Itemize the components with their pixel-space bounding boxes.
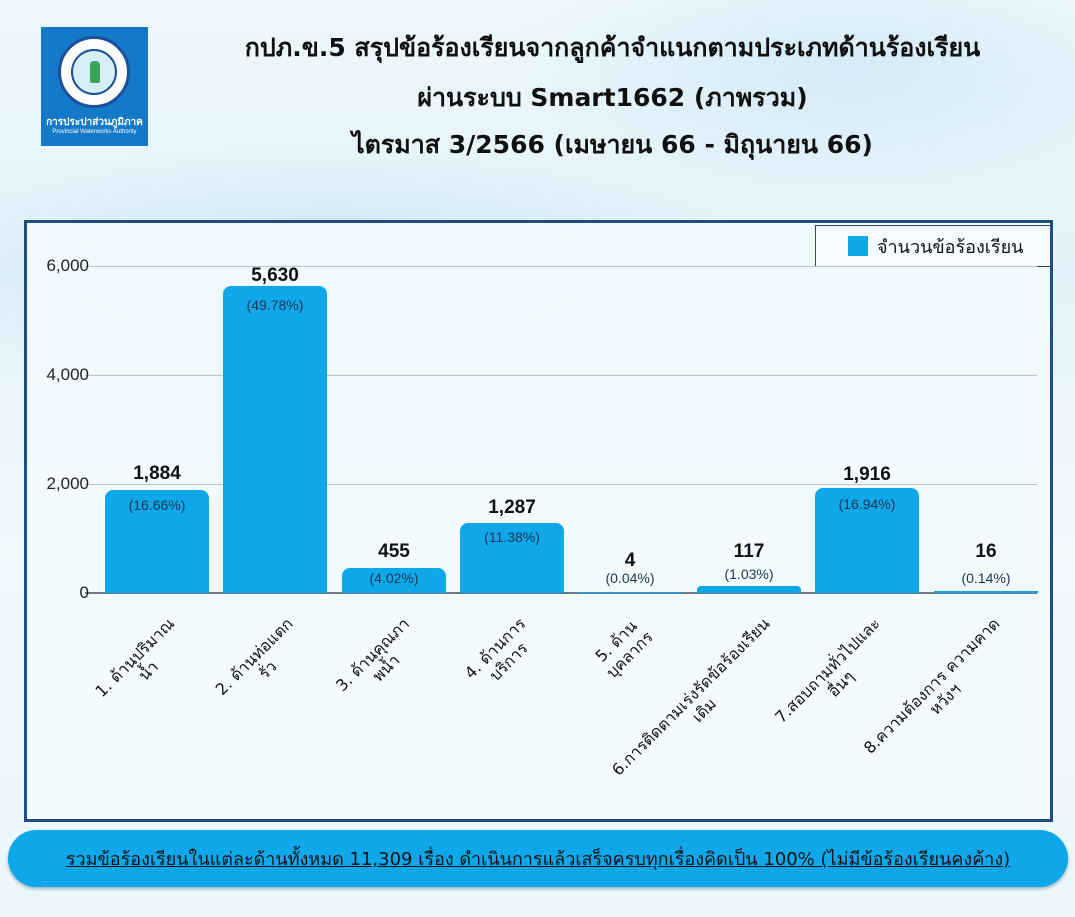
bar-8 [934,591,1038,593]
bar-6 [697,586,801,593]
y-tick: 4,000 [46,365,89,384]
bar-3 [342,568,446,593]
bar-value-label: 1,916 [843,464,891,485]
bar-1 [105,490,209,593]
bar-4 [460,523,564,593]
bar-7 [815,488,919,593]
bar-2 [223,286,327,593]
chart-title-line-2: ผ่านระบบ Smart1662 (ภาพรวม) [417,83,808,112]
bar-value-label: 16 [975,541,997,562]
chart-legend: จำนวนข้อร้องเรียน [815,225,1051,267]
chart-title-line-1: กปภ.ข.5 สรุปข้อร้องเรียนจากลูกค้าจำแนกตา… [244,33,981,62]
pwa-logo: การประปาส่วนภูมิภาค Provincial Waterwork… [41,27,148,146]
bar-value-label: 5,630 [251,265,299,286]
bar-percent-label: (16.66%) [128,497,186,513]
gridline-4000 [85,375,1037,376]
logo-name-thai: การประปาส่วนภูมิภาค [46,117,143,128]
summary-text: รวมข้อร้องเรียนในแต่ละด้านทั้งหมด 11,309… [65,849,1011,870]
logo-name-english: Provincial Waterworks Authority [52,129,137,135]
y-tick: 6,000 [46,256,89,275]
bar-percent-label: (4.02%) [369,570,419,586]
pwa-seal-icon [58,36,130,108]
bar-percent-label: (0.14%) [961,570,1011,586]
bar-value-label: 1,287 [488,497,536,518]
x-axis-line [85,592,1037,594]
bar-value-label: 455 [378,541,410,562]
gridline-2000 [85,484,1037,485]
bar-percent-label: (16.94%) [838,496,896,512]
bar-percent-label: (49.78%) [246,297,304,313]
bar-value-label: 1,884 [133,463,181,484]
y-tick: 0 [79,583,89,602]
bar-percent-label: (1.03%) [724,566,774,582]
summary-banner: รวมข้อร้องเรียนในแต่ละด้านทั้งหมด 11,309… [8,830,1068,887]
gridline-6000 [85,266,1037,267]
legend-swatch-icon [848,236,868,256]
bar-value-label: 117 [733,541,765,562]
bar-value-label: 4 [624,550,636,571]
y-tick: 2,000 [46,474,89,493]
bar-percent-label: (0.04%) [605,570,655,586]
bar-5 [578,592,682,593]
chart-title-line-3: ไตรมาส 3/2566 (เมษายน 66 - มิถุนายน 66) [352,130,873,159]
bar-percent-label: (11.38%) [484,529,540,545]
legend-label: จำนวนข้อร้องเรียน [877,236,1024,258]
